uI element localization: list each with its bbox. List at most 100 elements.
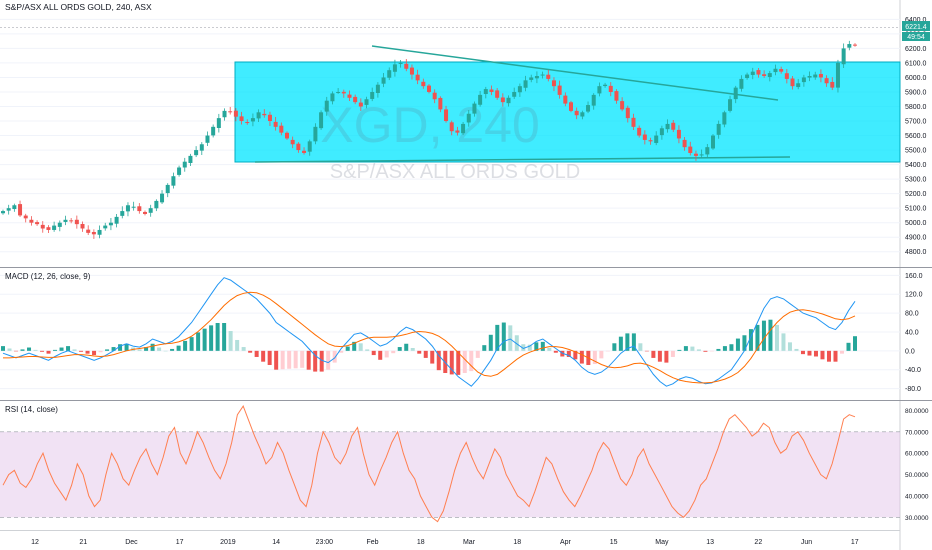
candle-body xyxy=(614,91,619,101)
rsi-pane xyxy=(0,405,900,523)
macd-histogram-bar xyxy=(521,344,526,351)
macd-title: MACD (12, 26, close, 9) xyxy=(5,272,91,281)
macd-histogram-bar xyxy=(85,350,90,354)
candle-body xyxy=(637,127,642,136)
candle-body xyxy=(563,95,568,104)
macd-histogram-bar xyxy=(722,346,727,351)
candle-body xyxy=(290,139,295,145)
price-tick-label: 6100.0 xyxy=(905,60,927,67)
rsi-axis-ticks: 80.0000 70.0000 60.0000 50.0000 40.0000 30.00… xyxy=(905,408,929,522)
candle-body xyxy=(125,205,130,212)
macd-histogram-bar xyxy=(20,349,25,351)
macd-histogram-bar xyxy=(222,323,227,351)
macd-histogram-bar xyxy=(716,348,721,351)
channel-rectangle[interactable] xyxy=(234,61,901,163)
candle-body xyxy=(807,76,812,78)
price-axis-ticks: 6400.06300.06200.06100.06000.05900.05800… xyxy=(905,17,927,256)
candle-body xyxy=(194,150,199,156)
candle-body xyxy=(756,70,761,75)
signal-line xyxy=(3,291,856,384)
macd-histogram-bar xyxy=(501,322,506,351)
candle-body xyxy=(57,222,62,227)
macd-histogram-bar xyxy=(807,350,812,356)
candle-body xyxy=(18,204,23,216)
time-axis-label: 18 xyxy=(417,539,425,546)
macd-histogram-bar xyxy=(293,350,298,369)
time-axis-label: 18 xyxy=(513,539,521,546)
macd-histogram-bar xyxy=(683,346,688,351)
candle-body xyxy=(853,44,857,46)
macd-histogram-bar xyxy=(709,350,714,352)
candle-body xyxy=(574,110,579,116)
descending-trendline[interactable] xyxy=(371,45,779,101)
macd-histogram-bar xyxy=(319,350,324,372)
candle-body xyxy=(52,225,57,230)
macd-histogram-bar xyxy=(157,347,162,351)
candle-body xyxy=(750,71,755,75)
candle-body xyxy=(358,102,363,107)
candle-body xyxy=(324,100,329,112)
macd-histogram-bar xyxy=(735,338,740,351)
macd-histogram-bar xyxy=(651,350,656,358)
macd-histogram-bar xyxy=(209,325,214,351)
candle-body xyxy=(466,113,471,123)
macd-histogram-bar xyxy=(196,332,201,351)
candle-body xyxy=(620,101,625,110)
candle-body xyxy=(398,62,403,64)
countdown-label: 49:54 xyxy=(907,34,925,41)
candle-body xyxy=(165,184,170,194)
macd-histogram-bar xyxy=(1,346,5,351)
candle-body xyxy=(784,73,789,79)
candle-body xyxy=(245,122,250,124)
rsi-tick-label: 70.0000 xyxy=(905,429,929,436)
candle-body xyxy=(625,107,630,119)
macd-histogram-bar xyxy=(748,329,753,351)
macd-histogram-bar xyxy=(657,350,662,362)
candle-body xyxy=(347,94,352,98)
macd-histogram-bar xyxy=(670,350,675,357)
candle-body xyxy=(557,85,562,95)
macd-histogram-bar xyxy=(170,348,175,351)
macd-histogram-bar xyxy=(605,350,610,352)
macd-histogram-bar xyxy=(46,350,51,354)
candle-body xyxy=(35,222,40,225)
price-tick-label: 4800.0 xyxy=(905,249,927,256)
macd-histogram-bar xyxy=(664,350,669,363)
candle-body xyxy=(659,128,664,136)
candle-body xyxy=(137,206,142,212)
support-trendline[interactable] xyxy=(254,156,791,163)
candle-body xyxy=(472,103,477,114)
macd-histogram-bar xyxy=(729,344,734,351)
macd-histogram-bar xyxy=(378,350,383,360)
macd-histogram-bar xyxy=(53,349,58,351)
macd-histogram-bar xyxy=(261,350,266,362)
candle-body xyxy=(444,109,449,122)
candle-body xyxy=(569,102,573,111)
macd-histogram-bar xyxy=(781,333,786,351)
macd-histogram-bar xyxy=(534,342,539,351)
candle-body xyxy=(375,84,380,93)
macd-histogram-bar xyxy=(508,325,513,351)
macd-histogram-bar xyxy=(410,348,415,351)
macd-histogram-bar xyxy=(371,350,376,356)
candle-body xyxy=(267,114,272,122)
macd-histogram-bar xyxy=(462,350,467,373)
symbol-title: S&P/ASX ALL ORDS GOLD, 240, ASX xyxy=(5,2,152,12)
macd-histogram-bar xyxy=(150,343,155,351)
candle-body xyxy=(739,78,744,89)
last-price-tag-background xyxy=(902,21,930,31)
candle-body xyxy=(421,81,426,87)
candle-body xyxy=(506,97,511,104)
macd-histogram-bar xyxy=(417,350,422,354)
candle-body xyxy=(517,86,522,93)
macd-histogram-bar xyxy=(14,350,19,352)
candle-body xyxy=(91,231,96,235)
macd-histogram-bar xyxy=(644,350,649,352)
macd-histogram-bar xyxy=(40,350,45,352)
macd-histogram-bar xyxy=(436,350,441,371)
time-axis-label: 2019 xyxy=(220,539,236,546)
macd-histogram-bar xyxy=(553,350,558,353)
macd-pane xyxy=(1,277,857,387)
candle-body xyxy=(233,110,238,117)
